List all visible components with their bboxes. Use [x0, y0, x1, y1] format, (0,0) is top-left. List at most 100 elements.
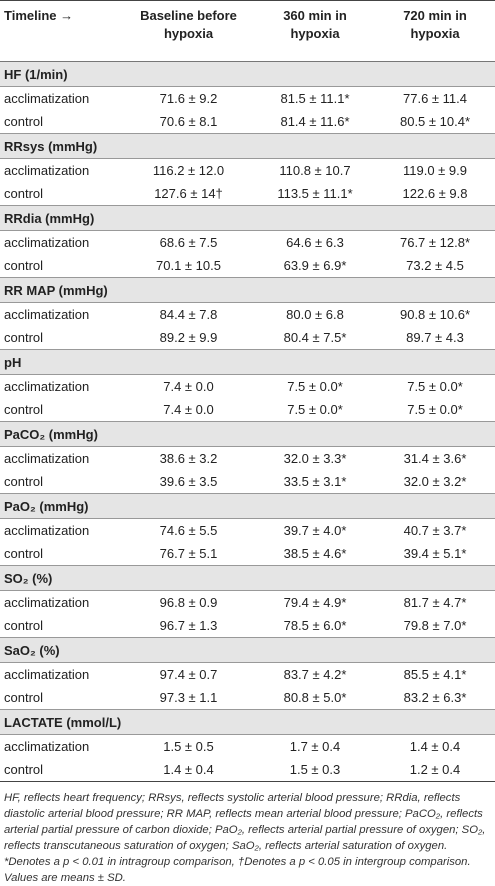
cell-value: 96.8 ± 0.9 [159, 595, 218, 610]
cell-value: 83.7 ± 4.2* [283, 667, 347, 682]
cell-value: 80.0 ± 6.8 [286, 307, 344, 322]
row-label: control [4, 330, 44, 345]
cell-value: 33.5 ± 3.1* [283, 474, 347, 489]
data-row: control 96.7 ± 1.3 78.5 ± 6.0* 79.8 ± 7.0* [0, 614, 495, 638]
row-label: control [4, 402, 44, 417]
row-label: acclimatization [4, 667, 90, 682]
row-label: acclimatization [4, 595, 90, 610]
cell-value: 80.4 ± 7.5* [283, 330, 347, 345]
row-label: control [4, 186, 44, 201]
cell-value: 68.6 ± 7.5 [159, 235, 218, 250]
cell-value: 39.6 ± 3.5 [159, 474, 218, 489]
cell-value: 64.6 ± 6.3 [286, 235, 344, 250]
data-row: control 39.6 ± 3.5 33.5 ± 3.1* 32.0 ± 3.2* [0, 470, 495, 494]
data-row: control 127.6 ± 14† 113.5 ± 11.1* 122.6 ± 9… [0, 182, 495, 206]
section-row: HF (1/min) [0, 61, 495, 87]
data-row: acclimatization 68.6 ± 7.5 64.6 ± 6.3 76.7 … [0, 231, 495, 255]
cell-value: 76.7 ± 5.1 [159, 546, 218, 561]
cell-value: 122.6 ± 9.8 [402, 186, 468, 201]
row-label: control [4, 114, 44, 129]
section-row: RRsys (mmHg) [0, 133, 495, 159]
cell-value: 79.4 ± 4.9* [283, 595, 347, 610]
data-row: control 1.4 ± 0.4 1.5 ± 0.3 1.2 ± 0.4 [0, 758, 495, 782]
cell-value: 7.5 ± 0.0* [407, 402, 463, 417]
data-row: acclimatization 71.6 ± 9.2 81.5 ± 11.1* 77.… [0, 87, 495, 111]
data-row: control 76.7 ± 5.1 38.5 ± 4.6* 39.4 ± 5.1* [0, 542, 495, 566]
section-title: PaO₂ (mmHg) [0, 493, 495, 519]
row-label: control [4, 258, 44, 273]
column-header: Baseline before hypoxia [122, 0, 255, 62]
cell-value: 73.2 ± 4.5 [406, 258, 464, 273]
section-row: SO₂ (%) [0, 565, 495, 591]
data-row: acclimatization 96.8 ± 0.9 79.4 ± 4.9* 81.7… [0, 591, 495, 615]
cell-value: 83.2 ± 6.3* [403, 690, 467, 705]
cell-value: 113.5 ± 11.1* [277, 186, 353, 201]
data-table: Timeline → Baseline before hypoxia 360 min… [0, 0, 495, 782]
cell-value: 7.5 ± 0.0* [407, 379, 463, 394]
cell-value: 39.7 ± 4.0* [283, 523, 347, 538]
cell-value: 127.6 ± 14† [154, 186, 223, 201]
row-label: acclimatization [4, 307, 90, 322]
section-title: pH [0, 349, 495, 375]
cell-value: 70.1 ± 10.5 [156, 258, 221, 273]
cell-value: 78.5 ± 6.0* [283, 618, 347, 633]
cell-value: 1.5 ± 0.3 [255, 758, 375, 782]
column-header: 720 min in hypoxia [375, 0, 495, 62]
cell-value: 81.7 ± 4.7* [403, 595, 467, 610]
data-row: control 70.1 ± 10.5 63.9 ± 6.9* 73.2 ± 4.5 [0, 254, 495, 278]
row-label: acclimatization [4, 523, 90, 538]
section-row: PaCO₂ (mmHg) [0, 421, 495, 447]
footnote: HF, reflects heart frequency; RRsys, ref… [4, 792, 486, 884]
cell-value: 85.5 ± 4.1* [403, 667, 467, 682]
cell-value: 119.0 ± 9.9 [403, 163, 467, 178]
cell-value: 1.4 ± 0.4 [122, 758, 255, 782]
section-row: pH [0, 349, 495, 375]
cell-value: 39.4 ± 5.1* [403, 546, 467, 561]
header-row: Timeline → Baseline before hypoxia 360 min… [0, 0, 495, 62]
data-row: acclimatization 7.4 ± 0.0 7.5 ± 0.0* 7.5 ± … [0, 375, 495, 399]
cell-value: 81.5 ± 11.1* [280, 91, 350, 106]
cell-value: 74.6 ± 5.5 [159, 523, 218, 538]
cell-value: 97.4 ± 0.7 [159, 667, 218, 682]
data-row: acclimatization 74.6 ± 5.5 39.7 ± 4.0* 40.7… [0, 519, 495, 543]
row-label: control [4, 546, 44, 561]
row-label: acclimatization [4, 91, 90, 106]
cell-value: 80.5 ± 10.4* [399, 114, 471, 129]
column-header: 360 min in hypoxia [255, 0, 375, 62]
row-label: control [4, 474, 44, 489]
row-label: acclimatization [4, 451, 90, 466]
cell-value: 7.4 ± 0.0 [163, 402, 214, 417]
data-row: acclimatization 84.4 ± 7.8 80.0 ± 6.8 90.8 … [0, 303, 495, 327]
cell-value: 38.6 ± 3.2 [159, 451, 218, 466]
cell-value: 40.7 ± 3.7* [403, 523, 467, 538]
row-label: control [0, 758, 122, 782]
table-body: HF (1/min) acclimatization 71.6 ± 9.2 81.5 … [0, 61, 495, 782]
data-row: control 70.6 ± 8.1 81.4 ± 11.6* 80.5 ± 10.4… [0, 110, 495, 134]
cell-value: 96.7 ± 1.3 [159, 618, 218, 633]
row-label: acclimatization [4, 739, 90, 754]
cell-value: 7.4 ± 0.0 [163, 379, 214, 394]
section-title: RR MAP (mmHg) [0, 277, 495, 303]
cell-value: 70.6 ± 8.1 [159, 114, 218, 129]
row-label: acclimatization [4, 235, 90, 250]
data-row: acclimatization 97.4 ± 0.7 83.7 ± 4.2* 85.5… [0, 663, 495, 687]
cell-value: 7.5 ± 0.0* [287, 379, 343, 394]
data-row: acclimatization 38.6 ± 3.2 32.0 ± 3.3* 31.4… [0, 447, 495, 471]
cell-value: 110.8 ± 10.7 [279, 163, 351, 178]
section-row: RRdia (mmHg) [0, 205, 495, 231]
cell-value: 71.6 ± 9.2 [159, 91, 218, 106]
data-row: control 97.3 ± 1.1 80.8 ± 5.0* 83.2 ± 6.3* [0, 686, 495, 710]
cell-value: 81.4 ± 11.6* [280, 114, 350, 129]
data-row: acclimatization 1.5 ± 0.5 1.7 ± 0.4 1.4 ± 0… [0, 735, 495, 759]
section-row: RR MAP (mmHg) [0, 277, 495, 303]
cell-value: 116.2 ± 12.0 [152, 163, 225, 178]
row-label: control [4, 618, 44, 633]
section-title: SO₂ (%) [0, 565, 495, 591]
section-title: PaCO₂ (mmHg) [0, 421, 495, 447]
cell-value: 32.0 ± 3.3* [283, 451, 347, 466]
cell-value: 80.8 ± 5.0* [283, 690, 347, 705]
section-title: LACTATE (mmol/L) [0, 709, 495, 735]
section-title: RRsys (mmHg) [0, 133, 495, 159]
cell-value: 1.7 ± 0.4 [289, 739, 341, 754]
